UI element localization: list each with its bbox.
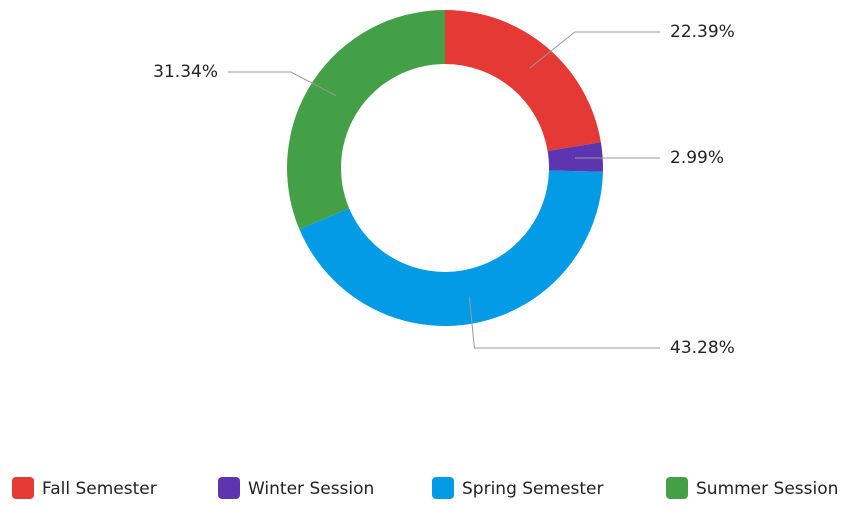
data-label: 22.39% xyxy=(670,22,735,42)
data-label: 31.34% xyxy=(153,62,218,82)
data-label: 2.99% xyxy=(670,148,724,168)
legend-label: Winter Session xyxy=(248,479,374,499)
legend-swatch xyxy=(12,477,34,499)
donut-slice xyxy=(299,170,603,326)
legend-label: Fall Semester xyxy=(42,479,157,499)
legend-label: Spring Semester xyxy=(462,479,604,499)
legend-swatch xyxy=(666,477,688,499)
data-label: 43.28% xyxy=(670,338,735,358)
donut-slice xyxy=(286,10,445,230)
legend-swatch xyxy=(432,477,454,499)
donut-slice xyxy=(445,10,601,152)
leader-line xyxy=(575,157,660,159)
legend-label: Summer Session xyxy=(696,479,838,499)
donut-slice xyxy=(547,142,603,172)
legend-swatch xyxy=(218,477,240,499)
leader-line xyxy=(529,31,660,69)
leader-line xyxy=(228,71,337,96)
leader-line xyxy=(468,296,660,349)
